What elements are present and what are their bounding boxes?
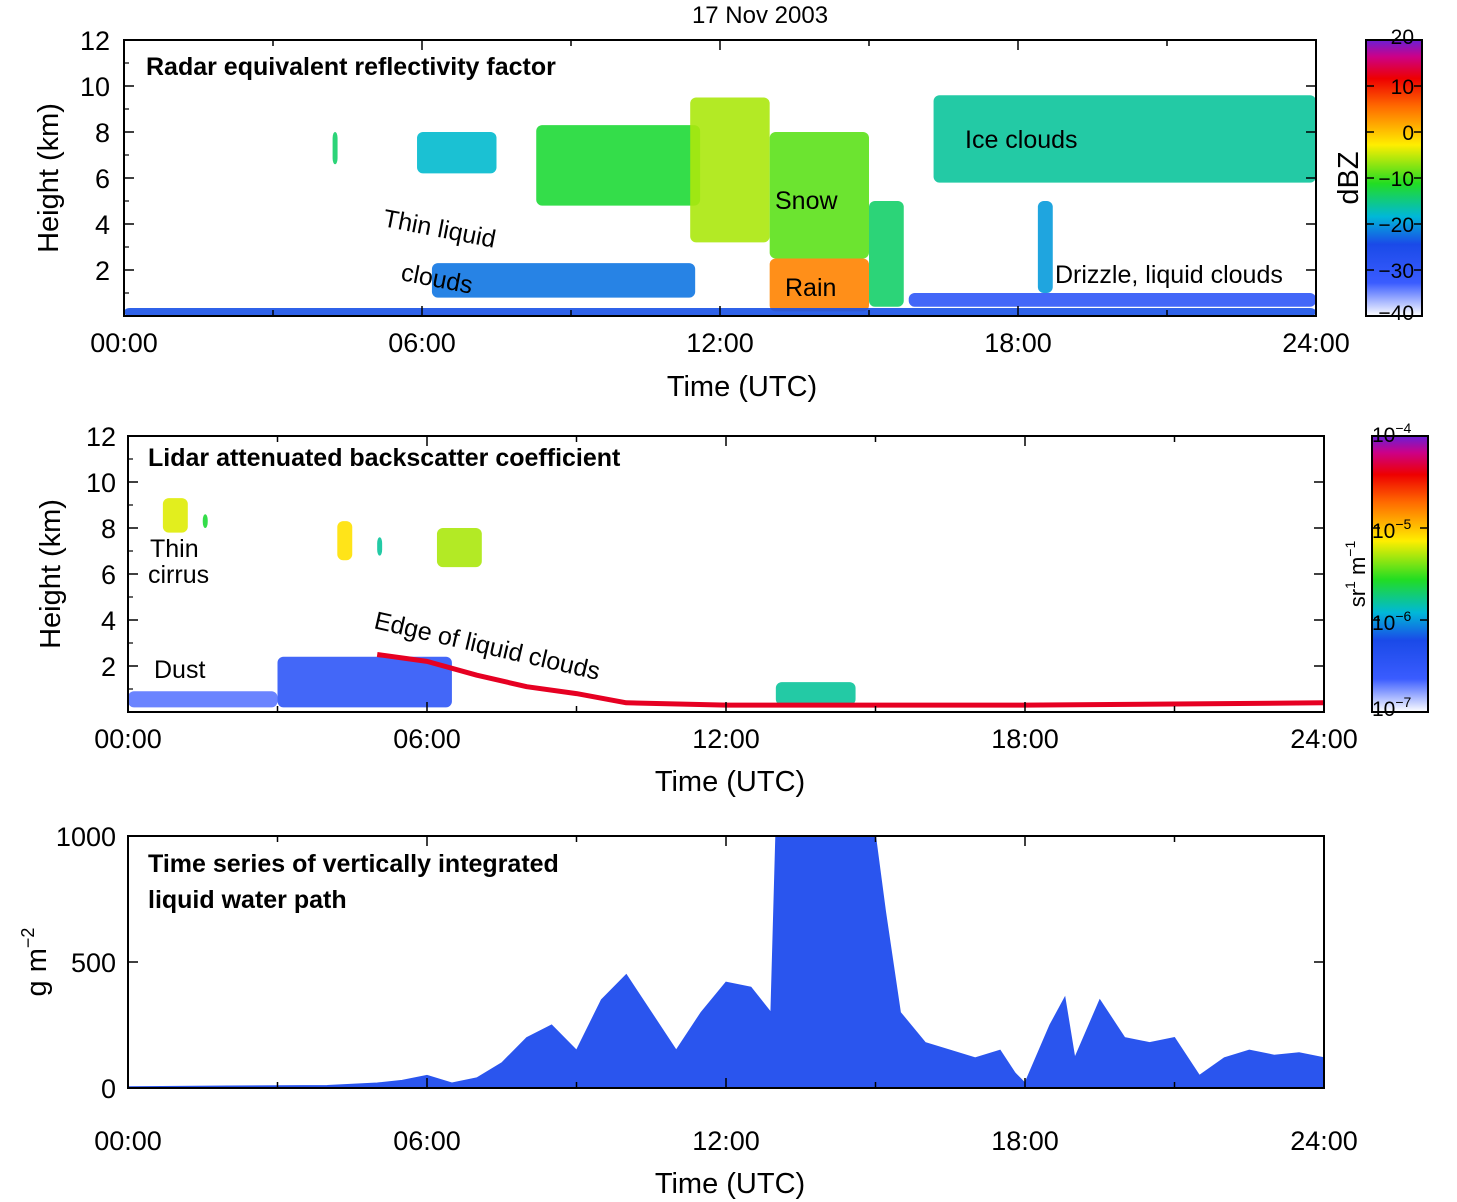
lwp-panel: 00:00 06:00 12:00 18:00 24:00 0 500 1000 Time s…: [18, 822, 1358, 1200]
radar-colorbar-tick-label: −40: [1378, 302, 1414, 325]
lwp-ylabel: g m−2: [18, 928, 53, 997]
lidar-x-tick-label: 12:00: [692, 724, 760, 754]
lidar-panel: 00:00 06:00 12:00 18:00 24:00 2 4 6 8 10 12 Lidar …: [35, 420, 1429, 798]
lidar-echo-region: [377, 537, 383, 556]
lidar-colorbar: 10−4 10−5 10−6 10−7 sr1 m−1: [1342, 420, 1429, 721]
radar-ylabel: Height (km): [33, 103, 65, 253]
lidar-colorbar-tick-label: 10−5: [1372, 516, 1412, 543]
lidar-y-tick-label: 10: [86, 468, 116, 498]
figure-title: 17 Nov 2003: [692, 2, 828, 29]
lidar-echo-region: [337, 521, 353, 561]
radar-echo-region: [1037, 201, 1053, 293]
radar-echo-region: [869, 201, 904, 307]
radar-echo-region: [536, 125, 701, 206]
lidar-y-tick-label: 8: [101, 514, 116, 544]
radar-panel: 00:00 06:00 12:00 18:00 24:00 2 4 6 8 10 12 Radar …: [33, 26, 1423, 403]
annotation-thin: Thin: [150, 535, 199, 563]
lidar-y-tick-label: 6: [101, 560, 116, 590]
lidar-echo-region: [202, 514, 208, 528]
radar-x-tick-label: 00:00: [90, 328, 158, 358]
lidar-ylabel: Height (km): [35, 499, 67, 649]
lwp-y-tick-label: 500: [71, 948, 116, 978]
radar-colorbar-tick-label: 20: [1391, 26, 1414, 49]
annotation-cirrus: cirrus: [148, 561, 209, 589]
lidar-y-tick-label: 12: [86, 422, 116, 452]
radar-echo-region: [933, 95, 1316, 183]
radar-colorbar-tick-label: −20: [1378, 214, 1414, 237]
radar-echo-region: [332, 132, 338, 165]
lidar-echo-region: [436, 528, 482, 568]
radar-colorbar: 20 10 0 −10 −20 −30 −40 dBZ: [1333, 26, 1423, 325]
lwp-x-tick-label: 06:00: [393, 1126, 461, 1156]
radar-echo-region: [417, 132, 497, 174]
radar-echo-region: [769, 132, 869, 259]
radar-colorbar-tick-label: 10: [1391, 76, 1414, 99]
radar-echo-region: [690, 97, 770, 243]
radar-x-tick-label: 24:00: [1282, 328, 1350, 358]
lidar-colorbar-tick-label: 10−7: [1372, 694, 1412, 721]
lidar-x-tick-label: 24:00: [1290, 724, 1358, 754]
radar-echo-region: [431, 263, 696, 298]
lwp-x-tick-label: 12:00: [692, 1126, 760, 1156]
lidar-x-tick-label: 06:00: [393, 724, 461, 754]
radar-y-tick-label: 4: [95, 210, 110, 240]
radar-echo-region: [908, 293, 1316, 307]
lwp-y-tick-label: 1000: [56, 822, 116, 852]
lwp-title-line1: Time series of vertically integrated: [148, 850, 559, 878]
lwp-y-tick-label: 0: [101, 1074, 116, 1104]
lwp-xlabel: Time (UTC): [655, 1168, 805, 1200]
lidar-echo-region: [277, 656, 452, 708]
annotation-drizzle: Drizzle, liquid clouds: [1055, 261, 1283, 289]
lidar-y-tick-label: 2: [101, 652, 116, 682]
lwp-x-tick-label: 24:00: [1290, 1126, 1358, 1156]
lwp-x-tick-label: 00:00: [94, 1126, 162, 1156]
radar-title: Radar equivalent reflectivity factor: [146, 53, 556, 81]
annotation-ice-clouds: Ice clouds: [965, 126, 1078, 154]
radar-colorbar-label: dBZ: [1333, 151, 1365, 204]
radar-echo-region: [769, 258, 869, 312]
radar-xlabel: Time (UTC): [667, 371, 817, 403]
radar-y-tick-label: 6: [95, 164, 110, 194]
radar-y-tick-label: 8: [95, 118, 110, 148]
lidar-xlabel: Time (UTC): [655, 766, 805, 798]
annotation-dust: Dust: [154, 656, 205, 684]
lidar-colorbar-tick-label: 10−6: [1372, 608, 1412, 635]
lidar-echo-region: [128, 691, 278, 708]
lidar-echo-region: [162, 498, 188, 533]
annotation-thin-liquid: Thin liquid: [381, 204, 498, 253]
lidar-colorbar-label: sr1 m−1: [1342, 541, 1370, 608]
radar-x-tick-label: 12:00: [686, 328, 754, 358]
radar-colorbar-tick-label: −10: [1378, 168, 1414, 191]
lidar-cloud-edge-line: [376, 652, 1324, 708]
annotation-rain: Rain: [785, 274, 836, 302]
radar-colorbar-tick-label: −30: [1378, 260, 1414, 283]
radar-y-tick-label: 2: [95, 256, 110, 286]
lidar-echo-region: [775, 682, 856, 706]
lidar-title: Lidar attenuated backscatter coefficient: [148, 444, 621, 472]
lidar-x-tick-label: 00:00: [94, 724, 162, 754]
lidar-x-tick-label: 18:00: [991, 724, 1059, 754]
radar-colorbar-tick-label: 0: [1402, 122, 1414, 145]
lwp-x-tick-label: 18:00: [991, 1126, 1059, 1156]
lwp-title-line2: liquid water path: [148, 886, 347, 914]
lidar-y-tick-label: 4: [101, 606, 116, 636]
radar-x-tick-label: 18:00: [984, 328, 1052, 358]
lwp-area-series: [128, 836, 1324, 1088]
radar-y-tick-label: 10: [80, 72, 110, 102]
radar-x-tick-label: 06:00: [388, 328, 456, 358]
lidar-colorbar-tick-label: 10−4: [1372, 420, 1412, 447]
annotation-snow: Snow: [775, 187, 838, 215]
radar-y-tick-label: 12: [80, 26, 110, 56]
